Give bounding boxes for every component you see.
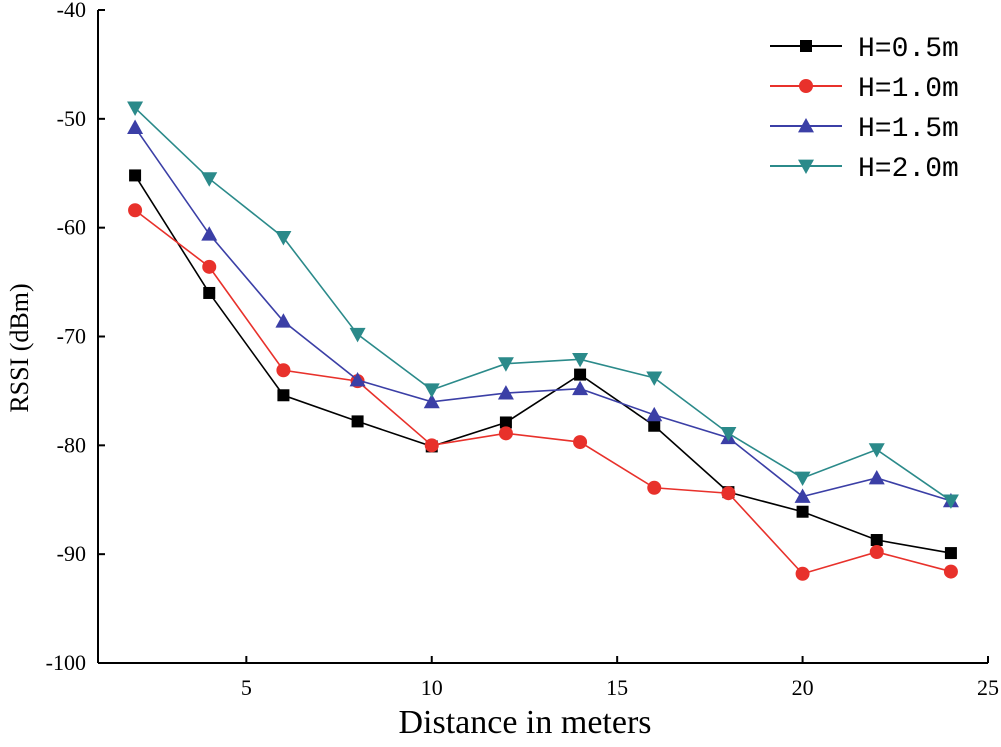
series-3: [127, 119, 959, 508]
legend-item: H=2.0m: [770, 154, 959, 185]
data-point: [795, 566, 810, 581]
data-point: [943, 564, 958, 579]
data-point: [944, 547, 957, 560]
data-point: [351, 415, 364, 428]
series-2: [128, 203, 958, 581]
series-line: [134, 209, 952, 575]
data-point: [128, 203, 143, 218]
data-point: [275, 313, 292, 328]
data-point: [942, 494, 959, 509]
data-point: [276, 363, 291, 378]
legend-label: H=2.0m: [858, 154, 959, 185]
y-tick-label: -40: [57, 0, 86, 22]
y-tick-label: -80: [57, 432, 86, 457]
data-point: [349, 327, 366, 343]
data-point: [721, 486, 736, 501]
legend-marker: [799, 79, 813, 93]
y-tick-label: -100: [46, 650, 86, 675]
data-point: [574, 368, 587, 381]
legend-item: H=1.5m: [770, 114, 959, 145]
legend-item: H=1.0m: [770, 74, 959, 105]
data-point: [868, 469, 885, 485]
data-point: [201, 172, 218, 187]
data-point: [648, 419, 661, 432]
data-point: [203, 286, 216, 299]
y-tick-label: -70: [57, 324, 86, 349]
series-line: [134, 107, 952, 502]
legend-item: H=0.5m: [770, 34, 959, 65]
x-tick-label: 15: [606, 675, 628, 700]
series-line: [134, 127, 952, 502]
y-tick-label: -50: [57, 106, 86, 131]
series-4: [127, 101, 959, 509]
data-point: [868, 443, 885, 458]
data-point: [869, 544, 884, 559]
series-layer: [127, 101, 959, 581]
y-axis-title: RSSI (dBm): [5, 283, 34, 412]
data-point: [646, 406, 663, 422]
legend-marker: [798, 118, 814, 133]
data-point: [720, 426, 737, 442]
x-axis-title: Distance in meters: [398, 704, 651, 741]
data-point: [573, 435, 588, 450]
legend-marker: [800, 40, 812, 52]
legend: H=0.5m H=1.0m H=1.5m H=2.0m: [770, 34, 959, 185]
data-point: [423, 393, 440, 409]
legend-label: H=0.5m: [858, 34, 959, 65]
data-point: [572, 380, 589, 396]
data-point: [498, 426, 513, 441]
x-tick-label: 20: [792, 675, 814, 700]
data-point: [129, 169, 142, 182]
series-1: [129, 169, 957, 560]
data-point: [572, 352, 589, 368]
legend-label: H=1.5m: [858, 114, 959, 145]
data-point: [277, 389, 290, 402]
legend-label: H=1.0m: [858, 74, 959, 105]
data-point: [202, 259, 217, 274]
x-tick-label: 5: [241, 675, 252, 700]
data-point: [424, 438, 439, 453]
data-point: [349, 372, 366, 387]
data-point: [794, 488, 811, 503]
data-point: [796, 505, 809, 518]
data-point: [497, 385, 514, 400]
data-point: [275, 231, 292, 246]
series-line: [134, 174, 952, 554]
data-point: [127, 101, 144, 116]
data-point: [794, 471, 811, 486]
x-tick-label: 25: [977, 675, 999, 700]
y-tick-label: -90: [57, 541, 86, 566]
data-point: [201, 226, 218, 241]
data-point: [499, 416, 512, 429]
data-point: [647, 480, 662, 495]
legend-marker: [798, 159, 814, 174]
data-point: [497, 357, 514, 372]
data-point: [870, 534, 883, 547]
axes-layer: -40 -50 -60 -70 -80 -90 -100 5 10 15 20 25: [46, 0, 999, 700]
y-tick-label: -60: [57, 215, 86, 240]
x-tick-label: 10: [421, 675, 443, 700]
data-point: [646, 371, 663, 386]
data-point: [127, 119, 144, 134]
data-point: [423, 383, 440, 398]
